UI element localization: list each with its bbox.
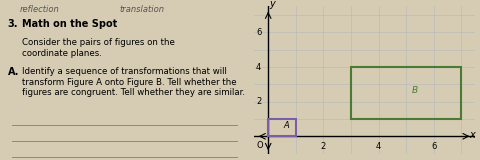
Bar [351, 67, 461, 119]
Text: O: O [257, 141, 263, 150]
Text: B: B [412, 86, 418, 95]
Bar [268, 119, 296, 136]
Text: 3.: 3. [8, 19, 18, 29]
Text: x: x [469, 130, 475, 140]
Text: A.: A. [8, 67, 19, 77]
Text: 2: 2 [256, 97, 261, 106]
Text: Consider the pairs of figures on the
coordinate planes.: Consider the pairs of figures on the coo… [23, 38, 175, 58]
Text: 6: 6 [256, 28, 261, 37]
Text: 4: 4 [256, 63, 261, 72]
Text: Math on the Spot: Math on the Spot [23, 19, 118, 29]
Text: 4: 4 [376, 142, 381, 151]
Text: reflection: reflection [20, 5, 60, 14]
Text: Identify a sequence of transformations that will
transform Figure A onto Figure : Identify a sequence of transformations t… [23, 67, 245, 97]
Text: 6: 6 [431, 142, 436, 151]
Text: 2: 2 [321, 142, 326, 151]
Text: translation: translation [120, 5, 165, 14]
Text: y: y [269, 0, 275, 9]
Text: A: A [283, 121, 289, 131]
